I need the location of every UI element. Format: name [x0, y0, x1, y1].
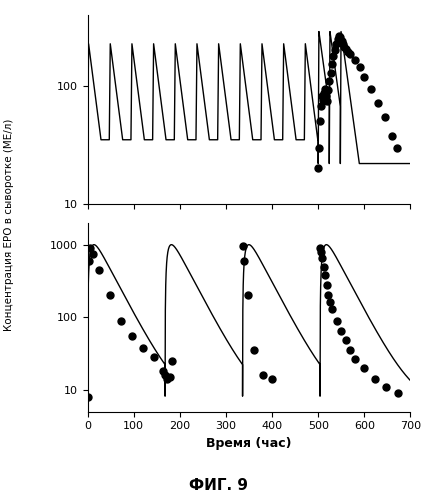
Text: Концентрация ЕРО в сыворотке (МЕ/л): Концентрация ЕРО в сыворотке (МЕ/л)	[4, 119, 14, 331]
Text: ФИГ. 9: ФИГ. 9	[188, 478, 248, 493]
X-axis label: Время (час): Время (час)	[206, 437, 292, 450]
